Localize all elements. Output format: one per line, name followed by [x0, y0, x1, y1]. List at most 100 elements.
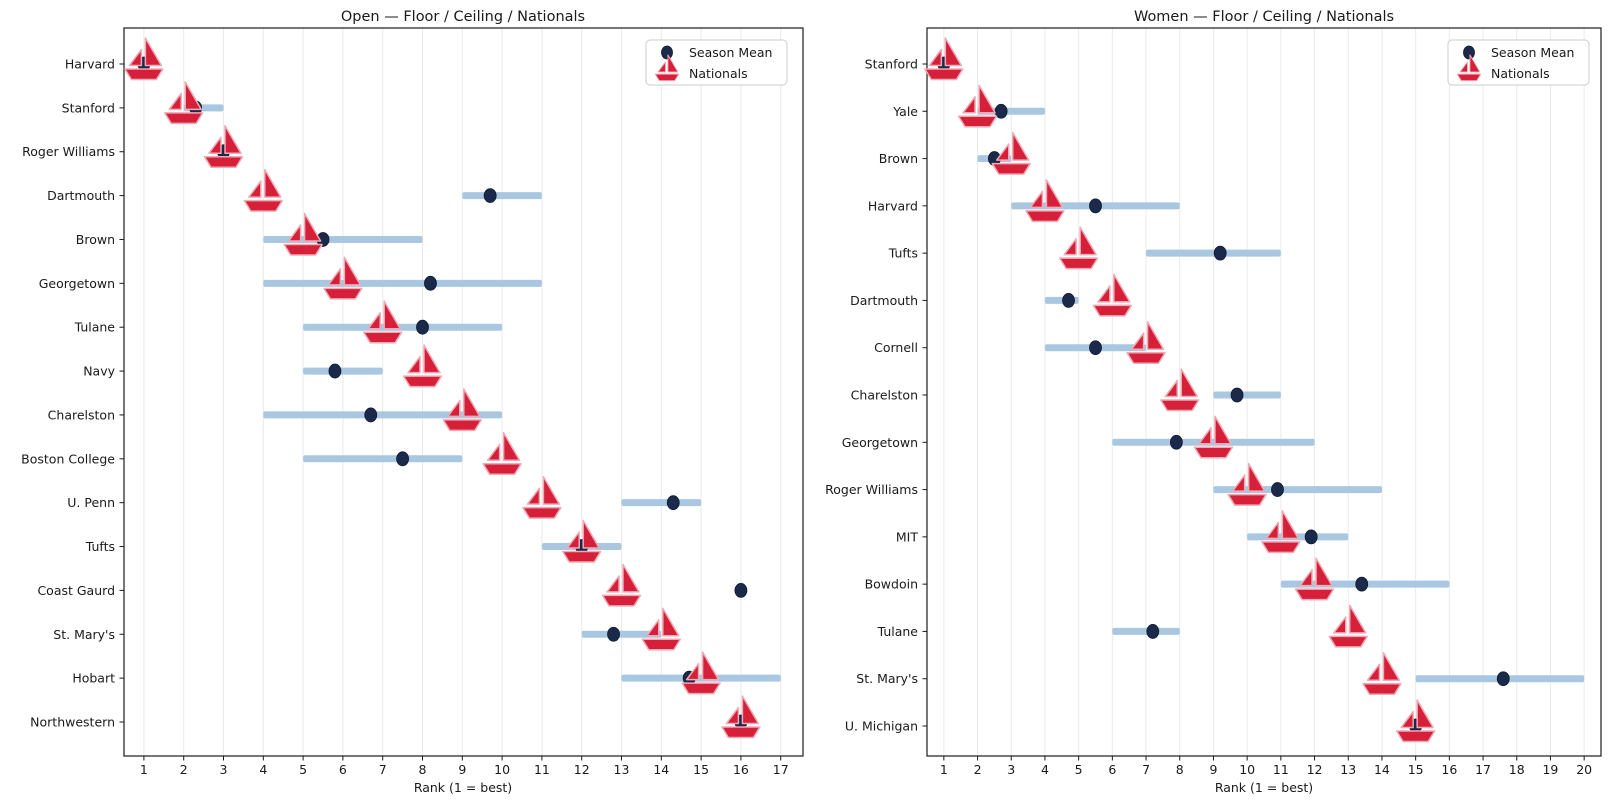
open-chart-marks: 1 2 3 4 5 6 7 8 9 10 11 12 13 14 15 16 17HarvardStanford… [21, 27, 804, 777]
nationals-boat-icon [1058, 226, 1099, 270]
y-axis-team-label: Dartmouth [850, 293, 918, 308]
x-axis-title: Rank (1 = best) [414, 780, 512, 795]
season-mean-dot [666, 495, 680, 511]
y-axis-team-label: Hobart [72, 671, 115, 686]
plot-frame [926, 27, 1602, 757]
season-mean-dot [396, 451, 410, 467]
y-axis-team-label: Brown [879, 151, 918, 166]
nationals-boat-icon [641, 607, 682, 651]
plot-frame [123, 27, 804, 757]
x-tick-label: 1 [140, 762, 148, 777]
nationals-boat-icon [1160, 368, 1200, 412]
x-tick-label: 3 [1007, 762, 1015, 777]
season-mean-dot [1271, 482, 1284, 497]
x-tick-label: 20 [1576, 762, 1592, 777]
y-axis-team-label: MIT [896, 529, 918, 544]
floor-ceiling-range-bar [303, 455, 463, 463]
x-tick-label: 9 [458, 762, 466, 777]
nationals-boat-icon [124, 37, 164, 81]
y-axis-team-label: Roger Williams [22, 144, 115, 159]
nationals-boat-icon [681, 651, 721, 695]
y-axis-team-label: Navy [83, 364, 115, 379]
nationals-boat-icon [654, 54, 680, 82]
y-axis-team-label: St. Mary's [53, 627, 115, 642]
legend-box [1447, 39, 1590, 86]
x-tick-label: 2 [180, 762, 188, 777]
season-mean-dot [1463, 45, 1475, 60]
season-mean-dot [607, 626, 620, 642]
season-mean-dot [734, 583, 748, 598]
y-axis-team-label: Harvard [868, 198, 918, 213]
y-axis-team-label: St. Mary's [856, 671, 918, 686]
x-tick-label: 5 [299, 762, 307, 777]
nationals-boat-icon [654, 54, 680, 82]
nationals-boat-icon [283, 212, 323, 256]
x-tick-label: 11 [534, 762, 550, 777]
nationals-boat-icon [1227, 462, 1267, 506]
nationals-boat-icon [1294, 557, 1335, 601]
x-tick-label: 15 [693, 762, 709, 777]
y-axis-team-label: Northwestern [30, 715, 115, 730]
nationals-boat-icon [1328, 604, 1368, 648]
floor-ceiling-range-bar [1112, 627, 1180, 635]
season-mean-dot [483, 188, 497, 204]
open-chart-panel: 1 2 3 4 5 6 7 8 9 10 11 12 13 14 15 16 17 Harvard Stanford… [0, 0, 805, 811]
y-axis-team-label: Georgetown [842, 435, 918, 450]
floor-ceiling-range-bar [1213, 391, 1281, 399]
nationals-boat-icon [402, 344, 443, 388]
season-mean-dot-icon [661, 45, 673, 60]
women-chart-panel: 1 2 3 4 5 6 7 8 9 10 11 12 13 14 15 16 17 18 19 20 Stanford Y… [805, 0, 1611, 811]
x-tick-label: 16 [1441, 762, 1457, 777]
nationals-boat-icon [1456, 54, 1482, 82]
nationals-boat-icon [721, 695, 761, 739]
floor-ceiling-range-bar [263, 235, 423, 243]
y-axis-team-label: Tufts [85, 539, 115, 554]
x-tick-label: 10 [494, 762, 510, 777]
floor-ceiling-range-bar [303, 367, 383, 375]
floor-ceiling-range-bar [263, 279, 542, 287]
floor-ceiling-range-bar [621, 674, 781, 682]
season-mean-dot [364, 407, 378, 423]
floor-ceiling-range-bar [621, 499, 702, 507]
season-mean-dot [994, 103, 1008, 119]
nationals-boat-icon [601, 563, 642, 607]
x-tick-label: 11 [1273, 762, 1289, 777]
y-axis-team-label: Georgetown [39, 276, 115, 291]
legend-label-season-mean: Season Mean [1491, 45, 1574, 60]
x-tick-label: 12 [1307, 762, 1323, 777]
season-mean-dot [328, 363, 342, 379]
season-mean-dot [1304, 529, 1318, 545]
y-axis-team-label: Bowdoin [865, 577, 918, 592]
x-tick-label: 12 [574, 762, 590, 777]
x-tick-label: 6 [339, 762, 347, 777]
nationals-boat-icon [442, 388, 483, 432]
nationals-boat-icon [1126, 320, 1166, 364]
legend-label-nationals: Nationals [1491, 66, 1550, 81]
x-tick-label: 4 [1041, 762, 1049, 777]
x-tick-label: 10 [1239, 762, 1255, 777]
nationals-boat-icon [1025, 179, 1065, 223]
legend: Season Mean Nationals [1447, 39, 1590, 86]
legend: Season Mean Nationals [645, 39, 788, 86]
y-axis-team-label: Harvard [65, 57, 115, 72]
y-axis-team-label: Dartmouth [47, 188, 115, 203]
y-axis-team-label: U. Penn [67, 495, 115, 510]
nationals-boat-icon [561, 519, 602, 563]
x-tick-label: 15 [1408, 762, 1424, 777]
nationals-boat-icon [957, 84, 998, 128]
floor-ceiling-range-bar [1112, 438, 1315, 446]
season-mean-dot-icon [1463, 45, 1475, 60]
chart-title: Women — Floor / Ceiling / Nationals [1134, 9, 1394, 25]
floor-ceiling-range-bar [303, 323, 503, 331]
x-tick-label: 3 [220, 762, 228, 777]
season-mean-dot [1089, 340, 1102, 356]
x-tick-label: 14 [653, 762, 669, 777]
x-tick-label: 16 [733, 762, 749, 777]
legend-box [645, 39, 788, 86]
x-tick-label: 7 [379, 762, 387, 777]
x-tick-label: 2 [974, 762, 982, 777]
season-mean-dot [416, 319, 429, 335]
y-axis-team-label: Stanford [62, 100, 115, 115]
x-tick-label: 1 [940, 762, 948, 777]
